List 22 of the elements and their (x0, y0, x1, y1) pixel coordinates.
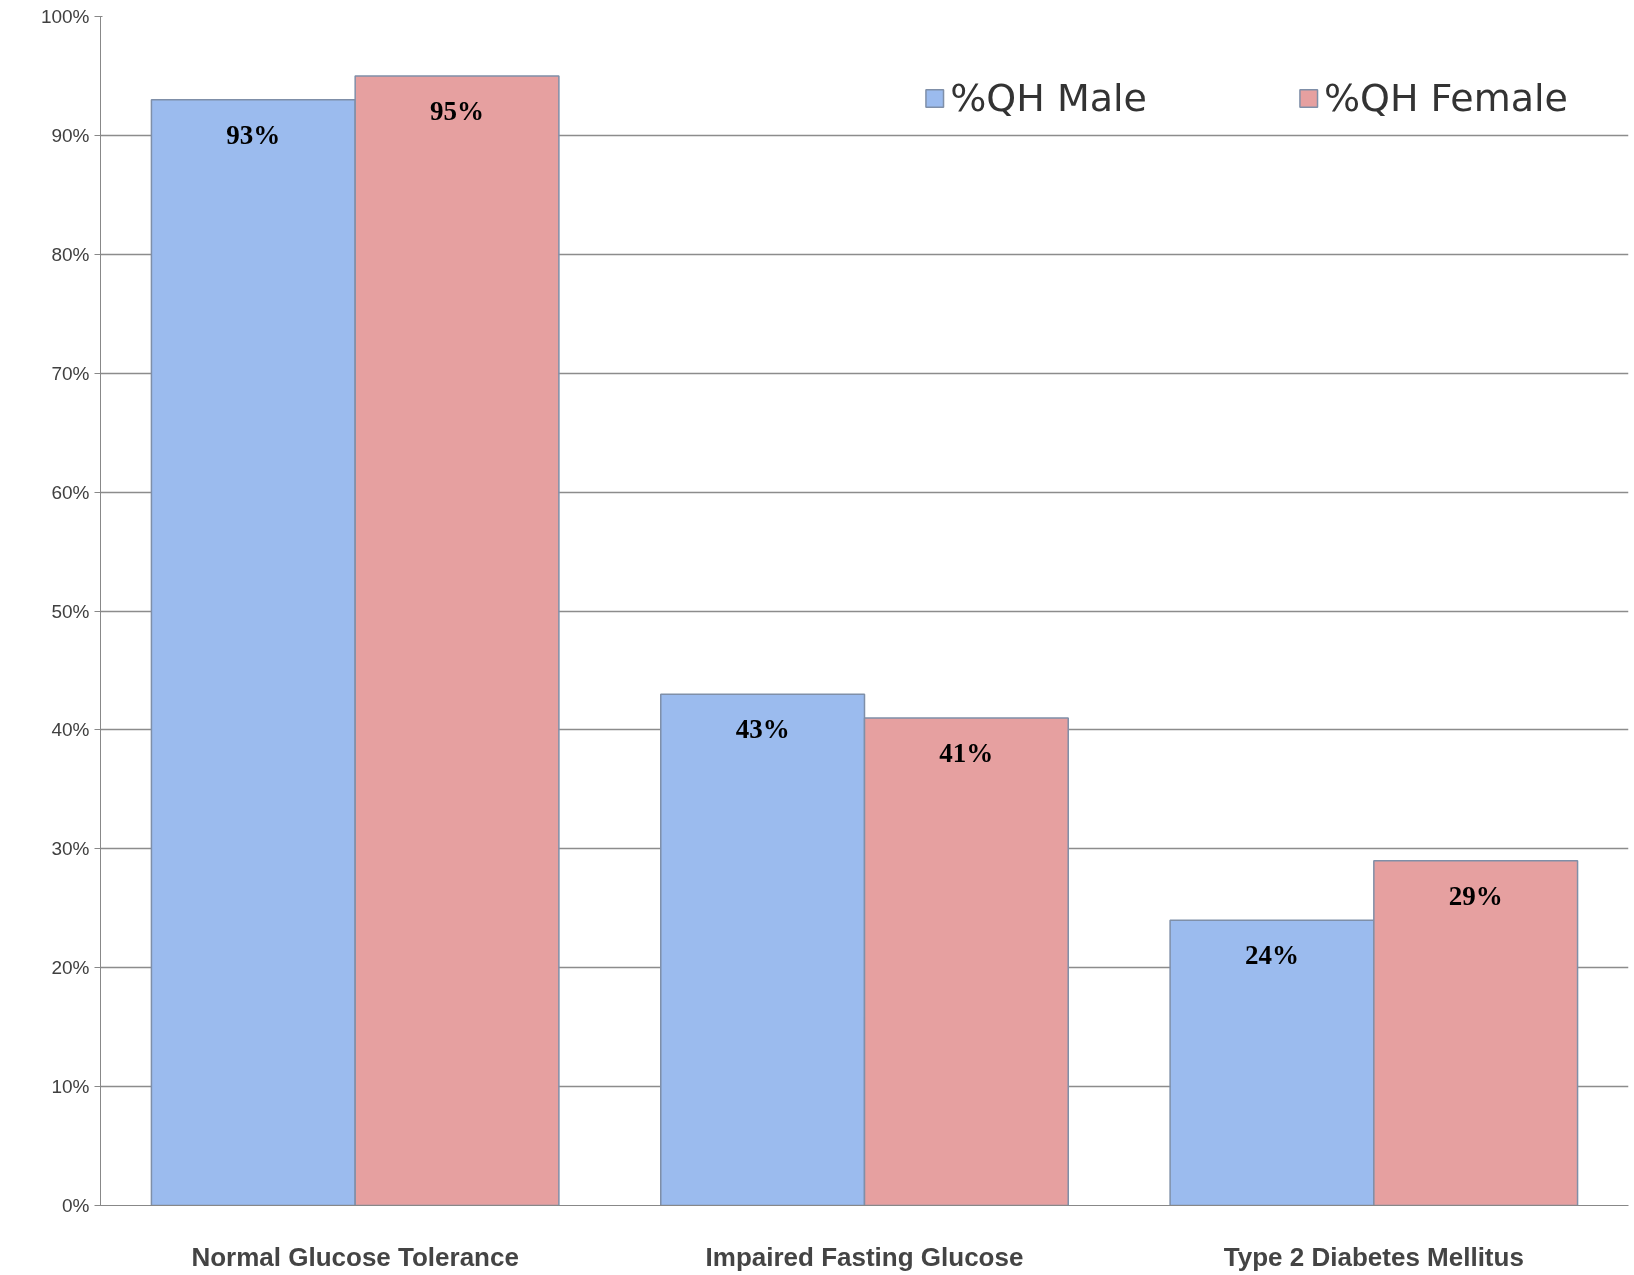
y-tick-label: 60% (51, 481, 90, 503)
x-tick-label: Type 2 Diabetes Mellitus (1223, 1241, 1524, 1272)
data-label: 43% (735, 714, 790, 745)
data-label: 29% (1448, 880, 1503, 911)
x-tick-label: Normal Glucose Tolerance (191, 1241, 519, 1272)
y-tick-label: 0% (62, 1195, 90, 1216)
legend-label: %QH Female (1323, 76, 1568, 120)
y-tick-label: 70% (51, 362, 90, 384)
y-tick-label: 30% (51, 838, 90, 860)
y-tick-label: 50% (51, 600, 90, 622)
y-tick-label: 20% (51, 957, 90, 979)
y-tick-label: 40% (51, 719, 90, 741)
y-tick-label: 80% (51, 243, 90, 265)
legend-label: %QH Male (950, 76, 1147, 120)
data-label: 24% (1244, 940, 1299, 971)
data-label: 41% (939, 738, 994, 769)
y-tick-label: 100% (40, 6, 90, 27)
data-label: 95% (430, 95, 485, 126)
x-tick-label: Impaired Fasting Glucose (705, 1241, 1024, 1272)
y-tick-label: 10% (51, 1076, 90, 1098)
y-tick-label: 90% (51, 124, 90, 146)
data-label: 93% (226, 119, 281, 150)
